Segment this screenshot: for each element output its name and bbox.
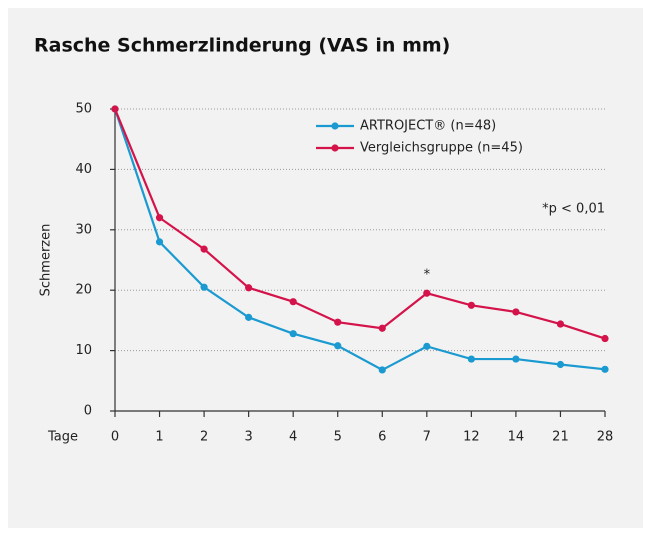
x-tick-label: 21 — [552, 430, 569, 445]
point — [601, 334, 609, 343]
legend-label: ARTROJECT® (n=48) — [360, 119, 496, 134]
x-tick-label: 2 — [200, 430, 208, 445]
x-tick-label: 4 — [289, 430, 297, 445]
x-tick-label: 12 — [463, 430, 480, 445]
y-tick-label: 50 — [75, 102, 92, 117]
point — [601, 365, 609, 373]
point — [200, 283, 208, 291]
card — [8, 8, 643, 528]
point — [155, 238, 164, 246]
point — [200, 245, 208, 253]
y-tick-label: 40 — [75, 162, 92, 177]
x-tick-label: 0 — [111, 430, 119, 445]
point — [289, 298, 297, 306]
point — [111, 105, 119, 113]
x-tick-label: 6 — [378, 430, 386, 445]
point — [512, 308, 520, 316]
point — [556, 360, 565, 369]
y-tick-label: 0 — [84, 404, 92, 419]
x-tick-label: 28 — [597, 430, 614, 445]
y-tick-label: 30 — [75, 222, 92, 237]
y-axis-label: Schmerzen — [39, 224, 54, 297]
point — [245, 313, 253, 321]
annotation: *p < 0,01 — [542, 202, 605, 217]
point — [467, 355, 475, 363]
legend-marker — [331, 144, 339, 152]
point — [378, 366, 386, 374]
point — [423, 342, 431, 350]
chart-title: Rasche Schmerzlinderung (VAS in mm) — [34, 35, 450, 57]
x-tick-label: 7 — [423, 430, 431, 445]
legend-label: Vergleichsgruppe (n=45) — [360, 141, 523, 156]
x-tick-label: 5 — [334, 430, 342, 445]
x-tick-label: 3 — [244, 430, 252, 445]
annotation: * — [424, 268, 431, 283]
point — [556, 320, 565, 328]
line — [113, 108, 606, 340]
x-tick-label: 1 — [155, 430, 163, 445]
point — [467, 301, 475, 309]
point — [289, 330, 297, 338]
point — [423, 289, 431, 297]
legend-marker — [331, 122, 339, 130]
line — [113, 108, 606, 372]
point — [512, 355, 520, 363]
x-axis-label: Tage — [47, 430, 78, 445]
y-tick-label: 20 — [75, 283, 92, 298]
point — [245, 284, 253, 292]
y-tick-label: 10 — [75, 343, 92, 358]
point — [378, 324, 386, 332]
point — [155, 214, 164, 222]
x-tick-label: 14 — [508, 430, 525, 445]
point — [334, 342, 342, 350]
point — [334, 318, 342, 326]
